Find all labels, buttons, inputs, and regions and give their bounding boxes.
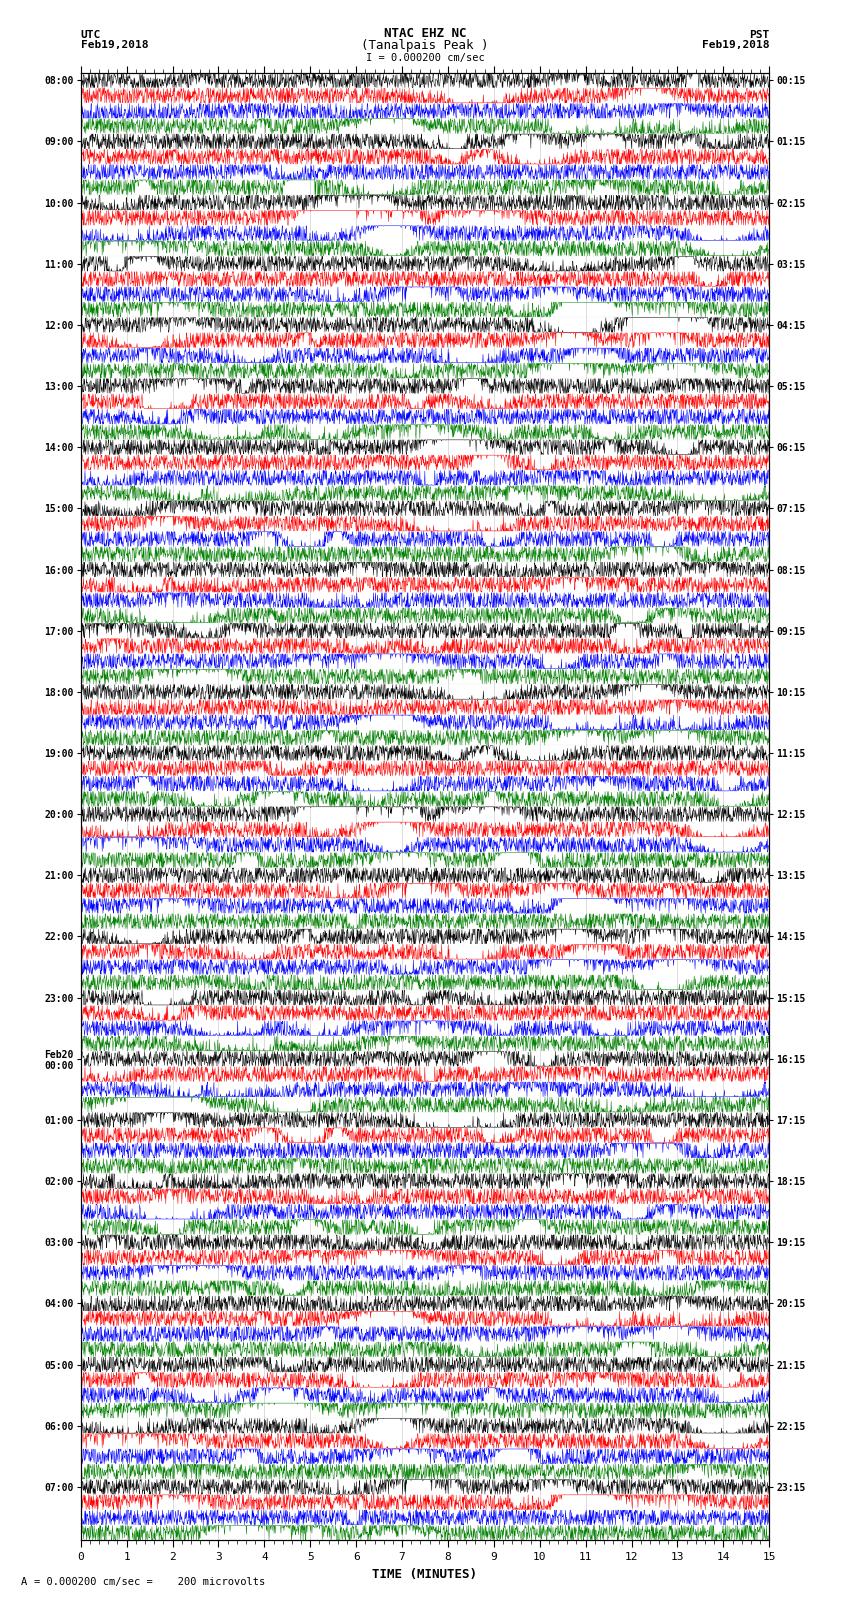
Text: = 0.000200 cm/sec =    200 microvolts: = 0.000200 cm/sec = 200 microvolts <box>34 1578 265 1587</box>
Text: (Tanalpais Peak ): (Tanalpais Peak ) <box>361 39 489 52</box>
Text: PST: PST <box>749 29 769 39</box>
Text: I = 0.000200 cm/sec: I = 0.000200 cm/sec <box>366 53 484 63</box>
X-axis label: TIME (MINUTES): TIME (MINUTES) <box>372 1568 478 1581</box>
Text: A: A <box>21 1578 27 1587</box>
Text: NTAC EHZ NC: NTAC EHZ NC <box>383 26 467 39</box>
Text: UTC: UTC <box>81 29 101 39</box>
Text: Feb19,2018: Feb19,2018 <box>81 40 148 50</box>
Text: Feb19,2018: Feb19,2018 <box>702 40 769 50</box>
